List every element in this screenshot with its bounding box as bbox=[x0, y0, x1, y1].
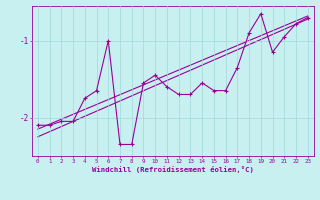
X-axis label: Windchill (Refroidissement éolien,°C): Windchill (Refroidissement éolien,°C) bbox=[92, 166, 254, 173]
